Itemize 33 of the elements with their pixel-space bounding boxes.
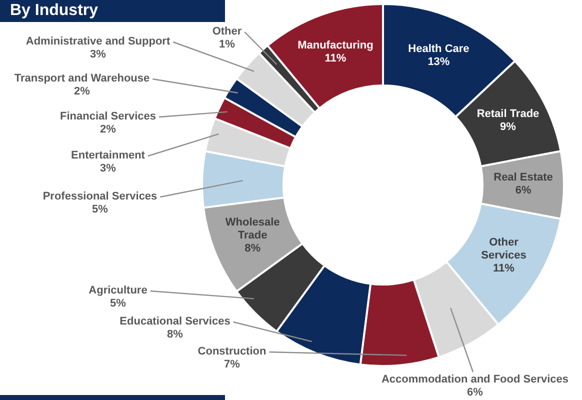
data-label: 9% (500, 120, 516, 133)
data-label: 11% (493, 262, 515, 274)
data-label: 1% (219, 38, 236, 51)
data-label: 3% (100, 162, 116, 175)
data-label: 2% (74, 86, 90, 98)
data-label: 5% (110, 298, 126, 310)
data-label: 7% (224, 358, 240, 371)
data-label: 3% (90, 48, 106, 61)
data-label: 11% (324, 52, 346, 65)
slice-label: Entertainment (71, 150, 146, 162)
slice-label: Agriculture (88, 284, 148, 297)
slice-label: Accommodation and Food Services (381, 374, 569, 386)
data-label: 6% (515, 184, 532, 197)
slice-label: Retail Trade (476, 108, 540, 120)
slice-label: Other Services (481, 236, 526, 262)
slice-label: Health Care (408, 42, 470, 55)
slice-label: Real Estate (494, 172, 553, 184)
slice-label: Educational Services (120, 316, 230, 328)
chart-title: By Industry (0, 0, 225, 22)
data-label: 8% (244, 242, 261, 255)
data-label: 8% (167, 328, 184, 341)
slice-label: Transport and Warehouse (14, 72, 150, 85)
slice-label: Financial Services (60, 110, 156, 123)
slice-label: Professional Services (42, 190, 158, 203)
slice-label: Other (212, 26, 242, 38)
data-label: 6% (467, 386, 484, 399)
data-label: 13% (428, 56, 450, 68)
data-label: 2% (100, 124, 116, 136)
slice-label: Administrative and Support (26, 36, 170, 48)
slice-label: Manufacturing (298, 40, 374, 52)
slice-label: Construction (198, 346, 266, 358)
slice-label: Wholesale Trade (225, 216, 280, 242)
data-label: 5% (92, 204, 108, 216)
